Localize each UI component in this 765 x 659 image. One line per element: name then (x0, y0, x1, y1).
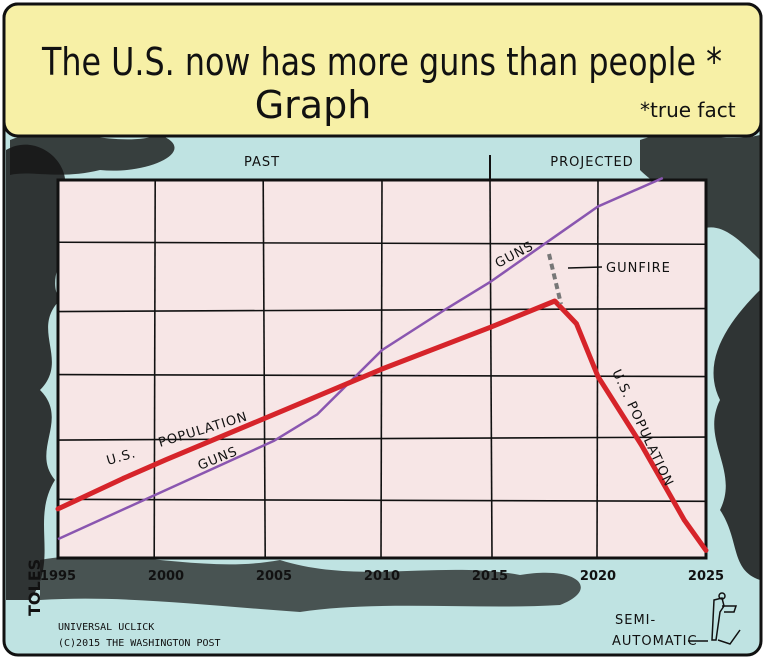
gun-character-icon (711, 592, 741, 645)
grid-line-horizontal (57, 498, 707, 503)
semi-automatic-line-2: AUTOMATIC (612, 634, 698, 649)
title-banner (2, 2, 763, 138)
cloud-left (6, 144, 70, 600)
x-tick-labels: 1995 2000 2005 2010 2015 2020 2025 (40, 569, 724, 584)
gunfire-label: GUNFIRE (606, 261, 671, 276)
series-line-guns (57, 176, 664, 541)
section-label-projected: PROJECTED (550, 155, 633, 170)
grid-line-horizontal (57, 436, 707, 441)
footnote: *true fact (640, 98, 736, 122)
cloud-top-left (10, 132, 175, 175)
signature-text: TOLES (25, 559, 44, 616)
grid-line-horizontal (57, 307, 707, 313)
semi-automatic-line-1: SEMI- (615, 613, 656, 628)
x-tick-label: 2025 (688, 569, 724, 584)
title-line-1: The U.S. now has more guns than people * (41, 40, 722, 84)
x-tick-label: 2000 (148, 569, 184, 584)
x-tick-label: 1995 (40, 569, 76, 584)
signature: TOLES (25, 559, 44, 616)
gunfire-marker (547, 253, 563, 305)
cloud-bottom (40, 555, 581, 612)
series-line-population (55, 298, 709, 553)
x-tick-label: 2010 (364, 569, 400, 584)
cloud-right (713, 290, 760, 580)
syndicate-credit: UNIVERSAL UCLICK (58, 622, 154, 633)
grid-line-vertical (153, 179, 156, 559)
x-tick-label: 2015 (472, 569, 508, 584)
x-tick-label: 2005 (256, 569, 292, 584)
x-tick-label: 2020 (580, 569, 616, 584)
title-line-2: Graph (255, 83, 372, 127)
copyright-credit: (C)2015 THE WASHINGTON POST (58, 638, 221, 649)
grid-line-horizontal (57, 241, 707, 246)
gunfire-leader (567, 266, 603, 269)
section-label-past: PAST (244, 155, 280, 170)
